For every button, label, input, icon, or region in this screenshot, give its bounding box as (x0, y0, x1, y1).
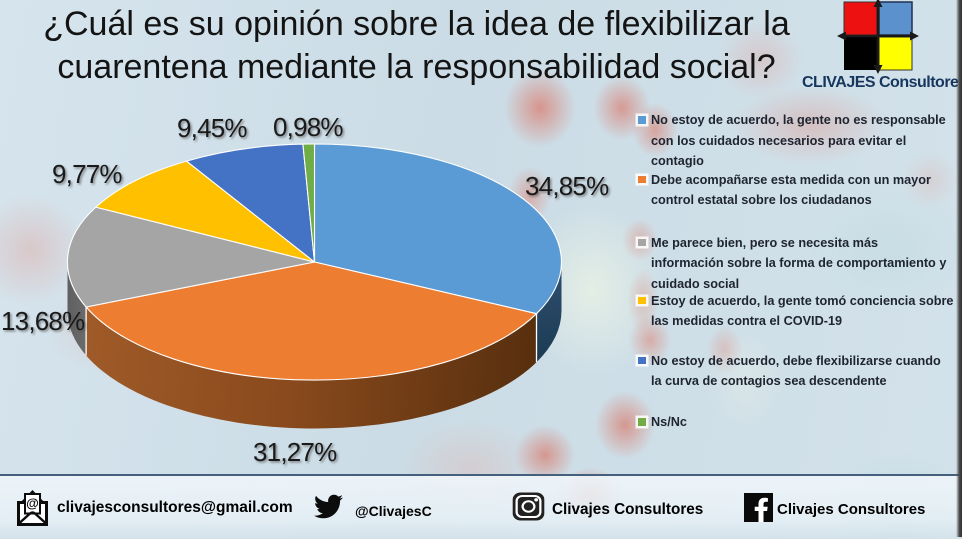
svg-text:@: @ (26, 496, 39, 511)
